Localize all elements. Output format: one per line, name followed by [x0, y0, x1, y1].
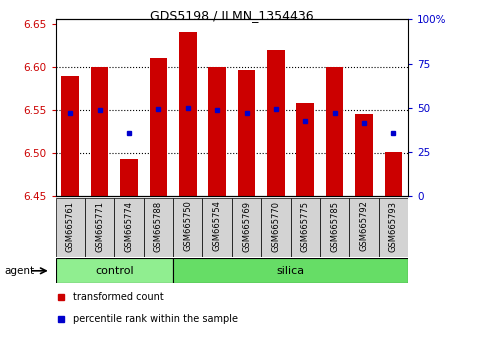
Bar — [91, 67, 108, 196]
Text: GSM665788: GSM665788 — [154, 201, 163, 252]
Bar — [238, 70, 256, 196]
Bar — [349, 198, 379, 257]
Text: GDS5198 / ILMN_1354436: GDS5198 / ILMN_1354436 — [150, 9, 313, 22]
Bar — [173, 258, 408, 283]
Bar — [114, 198, 144, 257]
Bar — [56, 198, 85, 257]
Bar — [179, 33, 197, 196]
Text: GSM665792: GSM665792 — [359, 201, 369, 251]
Bar — [202, 198, 232, 257]
Text: GSM665770: GSM665770 — [271, 201, 281, 252]
Bar — [120, 159, 138, 196]
Bar — [291, 198, 320, 257]
Text: transformed count: transformed count — [73, 292, 164, 302]
Bar — [56, 258, 173, 283]
Text: agent: agent — [5, 266, 35, 276]
Bar — [267, 50, 285, 196]
Text: control: control — [95, 266, 134, 276]
Text: GSM665785: GSM665785 — [330, 201, 339, 252]
Text: GSM665775: GSM665775 — [301, 201, 310, 252]
Text: silica: silica — [277, 266, 305, 276]
Bar — [150, 58, 167, 196]
Text: GSM665750: GSM665750 — [183, 201, 192, 251]
Bar — [384, 152, 402, 196]
Text: GSM665771: GSM665771 — [95, 201, 104, 252]
Bar — [61, 76, 79, 196]
Bar — [232, 198, 261, 257]
Bar — [326, 67, 343, 196]
Bar — [379, 198, 408, 257]
Bar — [173, 198, 202, 257]
Bar — [208, 67, 226, 196]
Text: percentile rank within the sample: percentile rank within the sample — [73, 314, 238, 324]
Bar — [85, 198, 114, 257]
Text: GSM665793: GSM665793 — [389, 201, 398, 252]
Text: GSM665774: GSM665774 — [125, 201, 133, 252]
Bar — [261, 198, 291, 257]
Bar — [320, 198, 349, 257]
Text: GSM665769: GSM665769 — [242, 201, 251, 252]
Bar — [355, 114, 373, 196]
Bar — [144, 198, 173, 257]
Text: GSM665761: GSM665761 — [66, 201, 75, 252]
Bar — [297, 103, 314, 196]
Text: GSM665754: GSM665754 — [213, 201, 222, 251]
